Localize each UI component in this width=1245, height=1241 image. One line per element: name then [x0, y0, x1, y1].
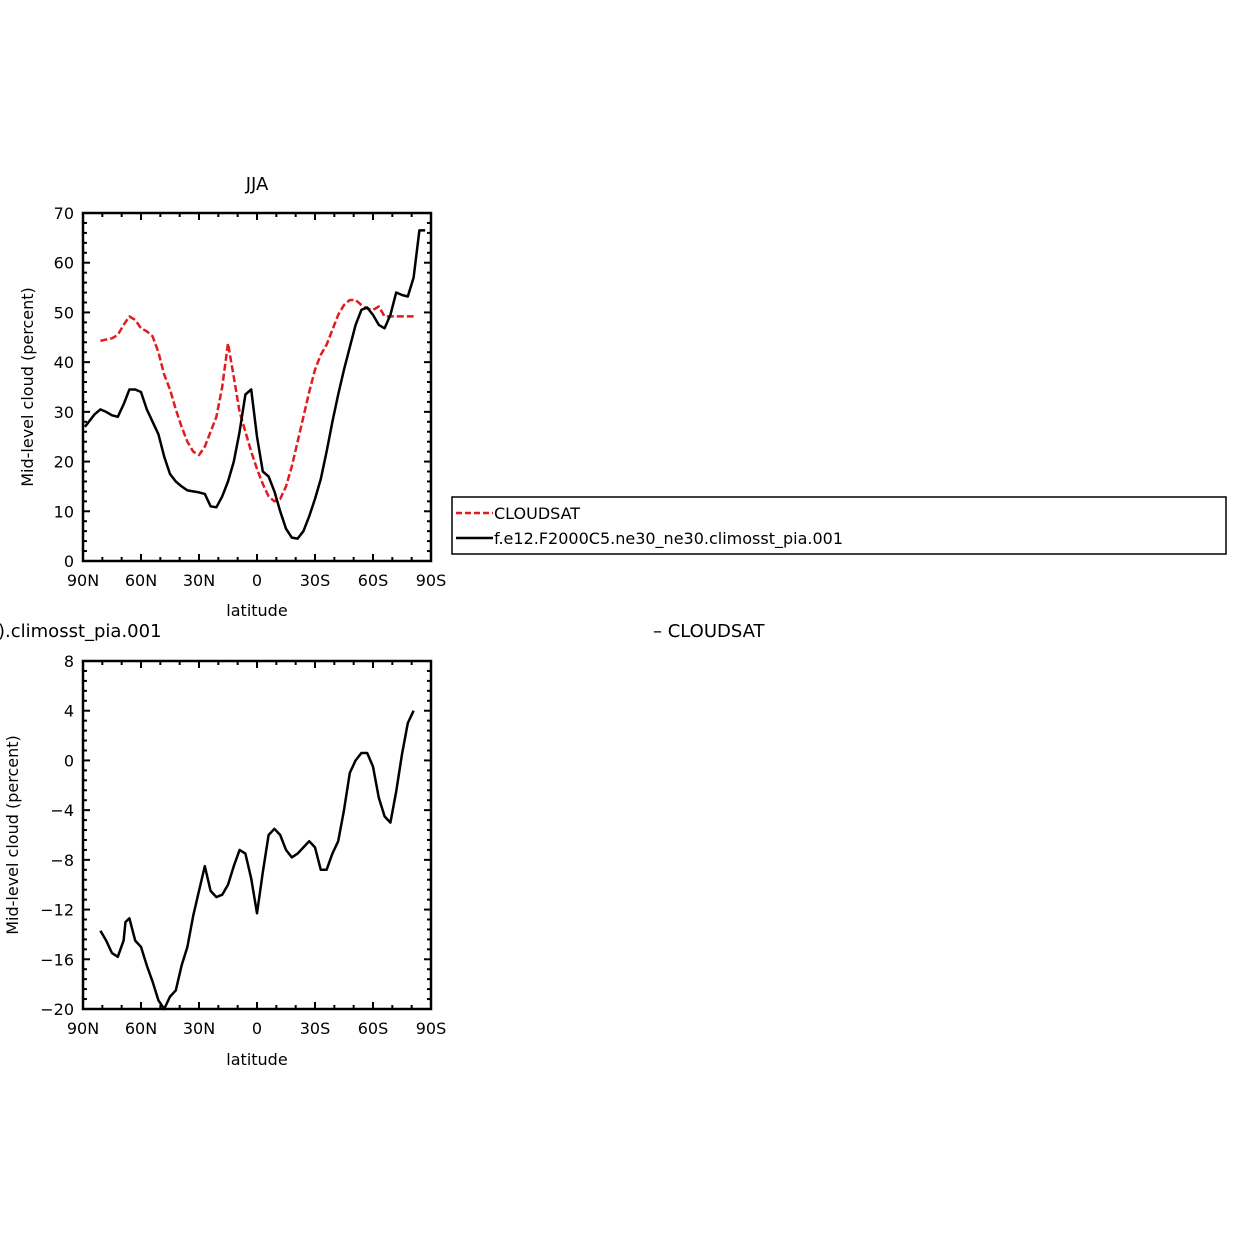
legend-model-label: f.e12.F2000C5.ne30_ne30.climosst_pia.001 — [494, 529, 843, 549]
top-x-tick-label: 60N — [125, 571, 157, 590]
bottom-left-title: ).climosst_pia.001 — [0, 621, 162, 642]
top-y-tick-label: 50 — [54, 303, 74, 322]
top-x-tick-label: 30S — [300, 571, 331, 590]
top-y-tick-label: 20 — [54, 453, 74, 472]
top-y-tick-label: 40 — [54, 353, 74, 372]
bottom-x-tick-label: 60N — [125, 1019, 157, 1038]
top-x-axis-label: latitude — [226, 601, 287, 620]
bottom-y-axis-label: Mid-level cloud (percent) — [3, 735, 22, 935]
bottom-panel: ).climosst_pia.001 – CLOUDSAT latitude M… — [0, 621, 766, 1069]
bottom-x-tick-label: 0 — [252, 1019, 262, 1038]
top-y-tick-label: 30 — [54, 403, 74, 422]
bottom-y-tick-label: −20 — [40, 1000, 74, 1019]
top-x-tick-label: 90S — [416, 571, 447, 590]
bottom-series-model-line — [99, 710, 415, 1011]
top-y-axis-label: Mid-level cloud (percent) — [18, 287, 37, 487]
bottom-y-tick-label: 4 — [64, 702, 74, 721]
legend: CLOUDSAT f.e12.F2000C5.ne30_ne30.climoss… — [451, 496, 1227, 555]
bottom-y-tick-label: −16 — [40, 950, 74, 969]
bottom-y-tick-label: −12 — [40, 901, 74, 920]
bottom-x-tick-label: 90N — [67, 1019, 99, 1038]
top-series-model-line — [83, 229, 426, 540]
bottom-y-tick-label: 0 — [64, 751, 74, 770]
bottom-plot-frame — [81, 659, 433, 1011]
bottom-y-tick-label: 8 — [64, 652, 74, 671]
top-series-cloudsat-line — [100, 298, 414, 503]
top-x-tick-label: 60S — [358, 571, 389, 590]
top-x-tick-label: 90N — [67, 571, 99, 590]
bottom-right-title: – CLOUDSAT — [653, 621, 766, 642]
top-chart-title: JJA — [245, 174, 269, 195]
top-panel: JJA latitude Mid-level cloud (percent) 9… — [18, 174, 446, 620]
bottom-x-tick-label: 60S — [358, 1019, 389, 1038]
bottom-x-tick-label: 30S — [300, 1019, 331, 1038]
top-y-tick-label: 10 — [54, 502, 74, 521]
top-plot-frame — [81, 211, 433, 563]
top-y-tick-label: 0 — [64, 552, 74, 571]
top-x-tick-label: 30N — [183, 571, 215, 590]
top-y-tick-label: 60 — [54, 254, 74, 273]
bottom-x-tick-label: 90S — [416, 1019, 447, 1038]
bottom-y-tick-label: −4 — [50, 801, 74, 820]
legend-cloudsat-label: CLOUDSAT — [494, 504, 580, 523]
legend-box — [451, 496, 1227, 555]
bottom-x-tick-label: 30N — [183, 1019, 215, 1038]
bottom-y-tick-label: −8 — [50, 851, 74, 870]
bottom-x-axis-label: latitude — [226, 1050, 287, 1069]
top-y-tick-label: 70 — [54, 204, 74, 223]
top-x-tick-label: 0 — [252, 571, 262, 590]
